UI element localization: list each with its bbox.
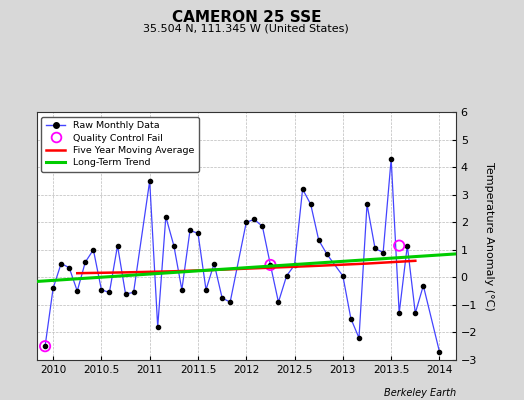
- Point: [282, 273, 291, 279]
- Point: [266, 262, 275, 268]
- Point: [355, 335, 363, 341]
- Point: [411, 310, 420, 316]
- Point: [314, 237, 323, 243]
- Point: [49, 285, 57, 292]
- Legend: Raw Monthly Data, Quality Control Fail, Five Year Moving Average, Long-Term Tren: Raw Monthly Data, Quality Control Fail, …: [41, 117, 199, 172]
- Point: [290, 262, 299, 268]
- Point: [419, 282, 428, 289]
- Point: [403, 242, 411, 249]
- Point: [154, 324, 162, 330]
- Point: [122, 291, 130, 297]
- Point: [339, 273, 347, 279]
- Point: [363, 201, 371, 208]
- Point: [298, 186, 307, 192]
- Point: [105, 289, 114, 296]
- Point: [218, 295, 226, 301]
- Point: [129, 289, 138, 296]
- Point: [97, 286, 106, 293]
- Text: Berkeley Earth: Berkeley Earth: [384, 388, 456, 398]
- Point: [113, 242, 122, 249]
- Point: [161, 214, 170, 220]
- Point: [347, 316, 355, 322]
- Point: [379, 249, 387, 256]
- Text: 35.504 N, 111.345 W (United States): 35.504 N, 111.345 W (United States): [144, 23, 349, 33]
- Point: [41, 343, 49, 350]
- Point: [242, 219, 250, 226]
- Point: [41, 343, 49, 350]
- Point: [65, 264, 73, 271]
- Point: [202, 286, 210, 293]
- Point: [210, 260, 219, 267]
- Point: [57, 260, 66, 267]
- Text: CAMERON 25 SSE: CAMERON 25 SSE: [171, 10, 321, 25]
- Point: [250, 216, 258, 223]
- Point: [226, 299, 234, 305]
- Point: [186, 227, 194, 234]
- Point: [170, 242, 178, 249]
- Y-axis label: Temperature Anomaly (°C): Temperature Anomaly (°C): [484, 162, 494, 310]
- Point: [395, 242, 403, 249]
- Point: [266, 262, 275, 268]
- Point: [307, 201, 315, 208]
- Point: [395, 310, 403, 316]
- Point: [146, 178, 154, 184]
- Point: [371, 245, 379, 252]
- Point: [387, 156, 395, 162]
- Point: [194, 230, 202, 236]
- Point: [274, 299, 282, 305]
- Point: [258, 223, 267, 230]
- Point: [435, 348, 444, 355]
- Point: [323, 251, 331, 257]
- Point: [178, 286, 186, 293]
- Point: [73, 288, 81, 294]
- Point: [89, 246, 97, 253]
- Point: [81, 259, 90, 265]
